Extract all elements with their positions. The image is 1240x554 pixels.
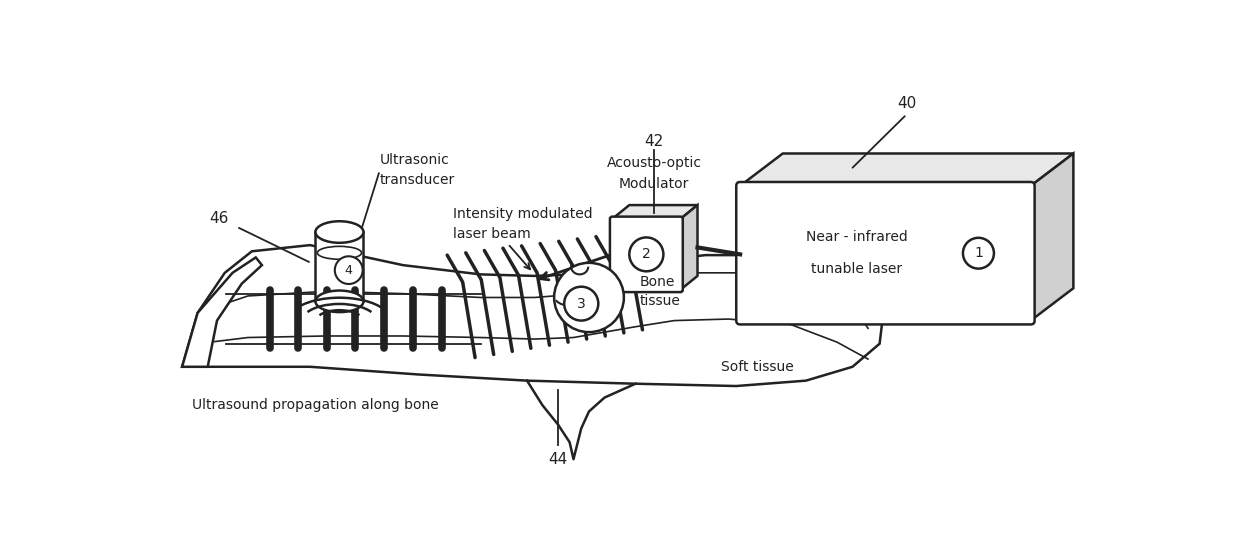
Text: 42: 42 bbox=[645, 135, 663, 150]
Bar bbox=[315, 232, 363, 301]
Text: tunable laser: tunable laser bbox=[811, 263, 901, 276]
Text: 2: 2 bbox=[642, 247, 651, 261]
Text: tissue: tissue bbox=[640, 294, 681, 309]
Polygon shape bbox=[740, 153, 1074, 186]
Polygon shape bbox=[1030, 153, 1074, 321]
FancyBboxPatch shape bbox=[737, 182, 1034, 325]
Polygon shape bbox=[613, 205, 697, 219]
Text: 3: 3 bbox=[577, 296, 585, 311]
Text: 46: 46 bbox=[208, 212, 228, 227]
Text: 44: 44 bbox=[548, 452, 568, 466]
Circle shape bbox=[564, 287, 598, 321]
FancyBboxPatch shape bbox=[610, 217, 683, 292]
Circle shape bbox=[335, 257, 362, 284]
Polygon shape bbox=[681, 205, 697, 290]
Text: Acousto-optic: Acousto-optic bbox=[606, 156, 702, 171]
Ellipse shape bbox=[315, 221, 363, 243]
Ellipse shape bbox=[315, 290, 363, 312]
Text: Bone: Bone bbox=[640, 275, 675, 289]
Circle shape bbox=[963, 238, 994, 269]
Circle shape bbox=[554, 263, 624, 332]
Text: laser beam: laser beam bbox=[454, 227, 531, 242]
Text: Near - infrared: Near - infrared bbox=[806, 230, 908, 244]
Text: transducer: transducer bbox=[379, 173, 455, 187]
Text: 40: 40 bbox=[897, 96, 916, 111]
Text: Ultrasonic: Ultrasonic bbox=[379, 153, 449, 167]
Text: 4: 4 bbox=[345, 264, 352, 276]
Text: Intensity modulated: Intensity modulated bbox=[454, 207, 593, 221]
Polygon shape bbox=[182, 245, 883, 386]
Text: Soft tissue: Soft tissue bbox=[720, 360, 794, 374]
Text: 1: 1 bbox=[973, 246, 983, 260]
Text: Modulator: Modulator bbox=[619, 177, 689, 191]
Circle shape bbox=[630, 238, 663, 271]
Polygon shape bbox=[182, 258, 262, 367]
Text: Ultrasound propagation along bone: Ultrasound propagation along bone bbox=[192, 398, 439, 412]
